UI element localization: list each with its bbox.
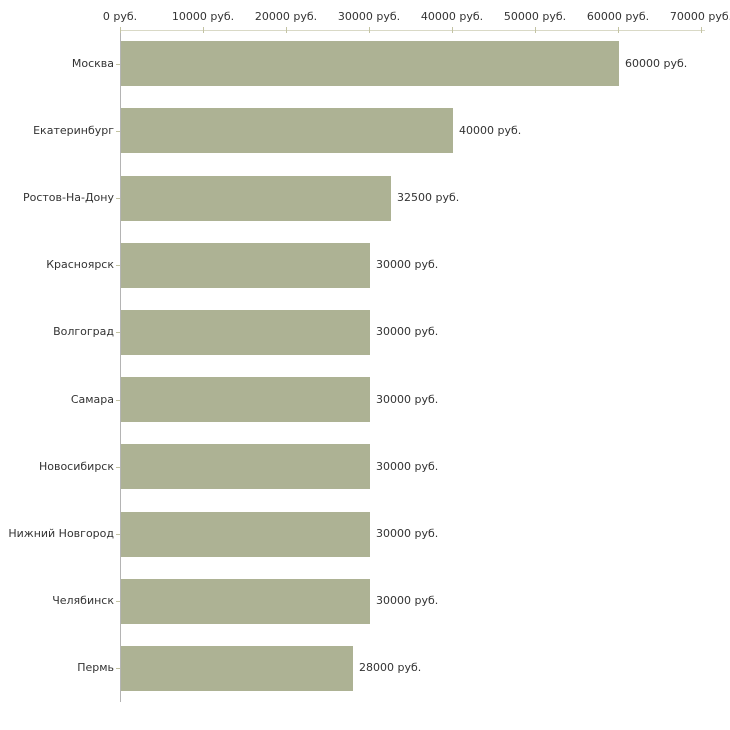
x-tick-label: 50000 руб.: [503, 10, 567, 23]
value-label: 32500 руб.: [397, 191, 460, 204]
x-tick-label: 10000 руб.: [171, 10, 235, 23]
category-tick-mark: [116, 265, 120, 266]
category-tick-mark: [116, 400, 120, 401]
category-tick-mark: [116, 198, 120, 199]
y-axis-line: [120, 30, 121, 702]
x-tick-mark: [369, 27, 370, 33]
value-label: 30000 руб.: [376, 527, 439, 540]
category-tick-mark: [116, 332, 120, 333]
category-tick-mark: [116, 534, 120, 535]
category-label: Челябинск: [52, 594, 114, 608]
bar: [121, 108, 453, 154]
value-label: 28000 руб.: [359, 661, 422, 675]
category-label: Пермь: [77, 661, 114, 675]
x-tick-label: 0 руб.: [102, 10, 138, 23]
bar: [121, 242, 370, 288]
x-tick-label: 30000 руб.: [337, 10, 401, 23]
bar: [121, 309, 370, 355]
category-label: Нижний Новгород: [8, 527, 114, 540]
x-tick-label: 20000 руб.: [254, 10, 318, 23]
category-label: Самара: [70, 392, 114, 406]
x-tick-label: 60000 руб.: [586, 10, 650, 23]
category-tick-mark: [116, 64, 120, 65]
category-label: Волгоград: [53, 325, 114, 339]
category-label: Москва: [71, 56, 114, 70]
category-tick-mark: [116, 601, 120, 602]
value-label: 30000 руб.: [376, 459, 439, 473]
x-axis-line: [120, 30, 705, 31]
value-label: 30000 руб.: [376, 325, 439, 339]
value-label: 40000 руб.: [459, 123, 522, 137]
bar: [121, 377, 370, 423]
bar: [121, 444, 370, 490]
bar: [121, 41, 619, 87]
x-tick-label: 40000 руб.: [420, 10, 484, 23]
category-label: Новосибирск: [38, 459, 114, 473]
bar: [121, 578, 370, 624]
x-tick-mark: [120, 27, 121, 33]
value-label: 30000 руб.: [376, 392, 439, 406]
bar: [121, 645, 353, 691]
value-label: 60000 руб.: [625, 56, 688, 70]
x-tick-mark: [535, 27, 536, 33]
x-tick-mark: [701, 27, 702, 33]
x-tick-mark: [618, 27, 619, 33]
category-tick-mark: [116, 467, 120, 468]
category-label: Екатеринбург: [33, 123, 114, 137]
category-label: Ростов-На-Дону: [22, 191, 114, 204]
category-label: Красноярск: [46, 258, 114, 272]
x-tick-mark: [286, 27, 287, 33]
category-tick-mark: [116, 668, 120, 669]
category-tick-mark: [116, 131, 120, 132]
bar: [121, 511, 370, 557]
bar: [121, 175, 391, 221]
x-tick-mark: [452, 27, 453, 33]
x-tick-mark: [203, 27, 204, 33]
value-label: 30000 руб.: [376, 594, 439, 608]
x-tick-label: 70000 руб.: [669, 10, 730, 23]
value-label: 30000 руб.: [376, 258, 439, 272]
